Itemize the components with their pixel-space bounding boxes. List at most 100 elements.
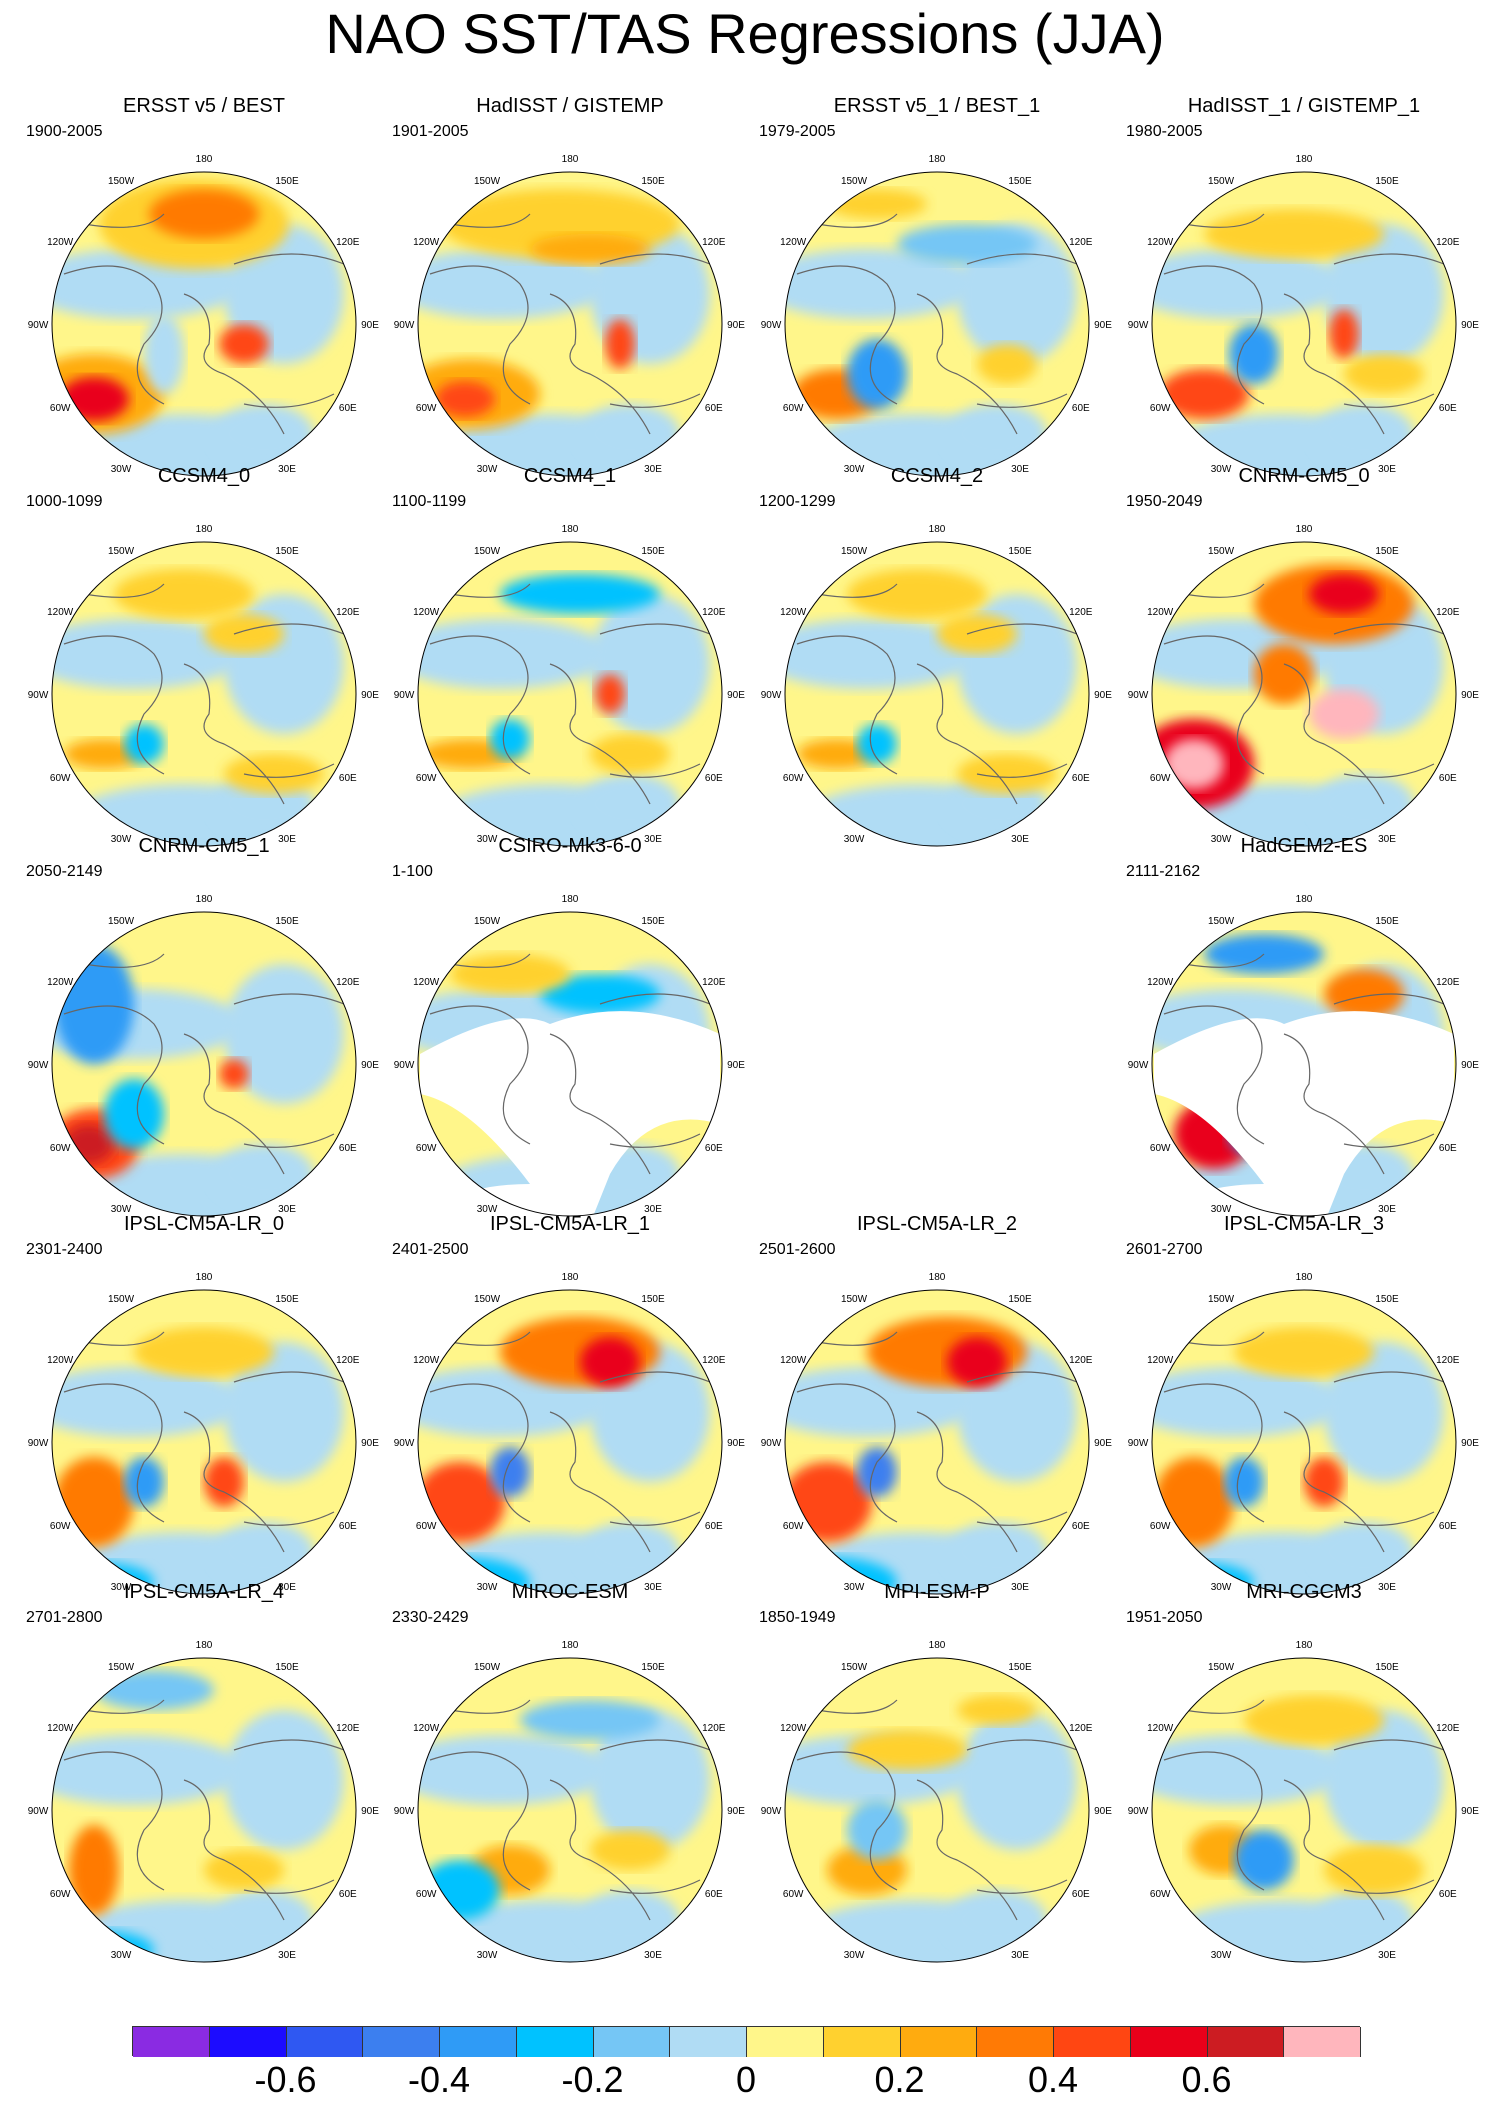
longitude-label: 150E	[641, 1662, 665, 1673]
colorbar-labels: -0.6 -0.4 -0.2 0 0.2 0.4 0.6	[0, 2058, 1490, 2108]
longitude-label: 120E	[336, 1723, 360, 1734]
anomaly-region	[224, 1342, 344, 1482]
longitude-label: 120E	[1436, 1355, 1460, 1366]
anomaly-region	[64, 1124, 114, 1164]
longitude-label: 30W	[477, 834, 498, 845]
anomaly-region	[1324, 1342, 1444, 1482]
longitude-label: 150E	[275, 1294, 299, 1305]
missing-data-mask	[420, 1011, 720, 1216]
coastline	[1163, 213, 1445, 435]
panel-title: CNRM-CM5_1	[138, 835, 270, 857]
map-panel: 180150E120E90E60E30E030W60W90W120W150WIP…	[18, 1580, 390, 1963]
anomaly-region	[219, 324, 269, 364]
longitude-label: 150E	[1375, 1294, 1399, 1305]
map-panel: 180150E120E90E60E30E030W60W90W120W150WCN…	[1118, 464, 1490, 847]
longitude-label: 120E	[1436, 1723, 1460, 1734]
polar-map: 180150E120E90E60E30E030W60W90W120W150W	[28, 524, 379, 847]
anomaly-region	[1324, 969, 1404, 1019]
panel-period: 1900-2005	[26, 123, 103, 140]
longitude-label: 120W	[413, 237, 440, 248]
colorbar-swatch	[440, 2027, 517, 2057]
anomaly-region	[94, 1670, 214, 1710]
longitude-label: 120E	[1069, 1355, 1093, 1366]
anomaly-region	[580, 1337, 640, 1387]
longitude-label: 60W	[416, 403, 437, 414]
anomaly-region	[124, 1457, 164, 1507]
longitude-label: 120E	[1436, 977, 1460, 988]
panel-period: 2501-2600	[759, 1241, 836, 1258]
anomaly-region	[530, 234, 650, 264]
anomaly-region	[418, 619, 610, 689]
longitude-label: 60W	[1150, 1889, 1171, 1900]
map-panel: 180150E120E90E60E30E030W60W90W120W150WCN…	[18, 834, 390, 1217]
longitude-label: 90E	[727, 1806, 745, 1817]
longitude-label: 150W	[1208, 1662, 1235, 1673]
colorbar-swatch	[1207, 2027, 1285, 2057]
map-panel: 180150E120E90E60E30E030W60W90W120W150WCS…	[384, 834, 756, 1217]
panel-period: 2301-2400	[26, 1241, 103, 1258]
longitude-label: 30E	[1378, 1204, 1396, 1215]
longitude-label: 150E	[1008, 1294, 1032, 1305]
map-border	[1151, 171, 1457, 477]
panel-title: CCSM4_0	[157, 465, 251, 487]
longitude-label: 30W	[844, 1950, 865, 1961]
map-panel: 180150E120E90E60E30E030W60W90W120W150WMI…	[384, 1580, 756, 1963]
map-panel: 180150E120E90E60E30E030W60W90W120W150WIP…	[1118, 1212, 1490, 1595]
longitude-label: 90W	[394, 690, 415, 701]
longitude-label: 120W	[780, 1355, 807, 1366]
longitude-label: 30E	[1378, 464, 1396, 475]
longitude-label: 60E	[1072, 1521, 1090, 1532]
longitude-label: 60W	[1150, 773, 1171, 784]
map-border	[417, 171, 723, 477]
longitude-label: 60W	[783, 403, 804, 414]
anomaly-region	[1229, 324, 1279, 384]
anomaly-region	[785, 249, 977, 319]
anomaly-region	[797, 739, 877, 769]
longitude-label: 120E	[336, 1355, 360, 1366]
panel-period: 1850-1949	[759, 1609, 836, 1626]
colorbar-swatch	[900, 2027, 978, 2057]
coastline	[429, 953, 711, 1175]
longitude-label: 60E	[705, 403, 723, 414]
colorbar-tick-label: 0	[735, 2059, 757, 2100]
map-panel: 180150E120E90E60E30E030W60W90W120W150WIP…	[751, 1212, 1123, 1595]
anomaly-region	[52, 1367, 244, 1437]
longitude-label: 150W	[1208, 546, 1235, 557]
colorbar-swatch	[133, 2027, 210, 2057]
anomaly-region	[1344, 354, 1424, 394]
longitude-label: 90E	[1461, 1438, 1479, 1449]
longitude-label: 180	[929, 154, 946, 165]
panel-title: CCSM4_2	[890, 465, 984, 487]
longitude-label: 180	[1296, 524, 1313, 535]
map-panel: 180150E120E90E60E30E030W60W90W120W150WHa…	[384, 94, 756, 477]
longitude-label: 30E	[1011, 464, 1029, 475]
map-border	[51, 911, 357, 1217]
longitude-label: 60W	[783, 773, 804, 784]
longitude-label: 60E	[705, 773, 723, 784]
anomaly-region	[827, 189, 927, 219]
polar-map: 180150E120E90E60E30E030W60W90W120W150W	[394, 1272, 745, 1595]
longitude-label: 60W	[416, 1143, 437, 1154]
map-border	[1151, 911, 1457, 1217]
panel-period: 2601-2700	[1126, 1241, 1203, 1258]
anomaly-region	[204, 1850, 284, 1890]
longitude-label: 30W	[1211, 1950, 1232, 1961]
longitude-label: 180	[562, 894, 579, 905]
longitude-label: 150E	[275, 546, 299, 557]
longitude-label: 60W	[50, 403, 71, 414]
longitude-label: 120E	[1436, 607, 1460, 618]
longitude-label: 60W	[1150, 403, 1171, 414]
colorbar-swatch	[1284, 2027, 1361, 2057]
colorbar-tick-label: -0.2	[561, 2059, 624, 2100]
longitude-label: 90E	[1461, 1806, 1479, 1817]
longitude-label: 120E	[336, 607, 360, 618]
longitude-label: 60E	[1439, 1143, 1457, 1154]
colorbar-swatch	[1054, 2027, 1131, 2057]
longitude-label: 120W	[1147, 237, 1174, 248]
longitude-label: 30E	[1378, 1582, 1396, 1593]
anomaly-region	[214, 404, 314, 464]
panel-title: HadISST_1 / GISTEMP_1	[1187, 95, 1421, 117]
panel-title: IPSL-CM5A-LR_1	[489, 1213, 651, 1235]
anomaly-region	[947, 1337, 1007, 1387]
longitude-label: 30W	[111, 834, 132, 845]
